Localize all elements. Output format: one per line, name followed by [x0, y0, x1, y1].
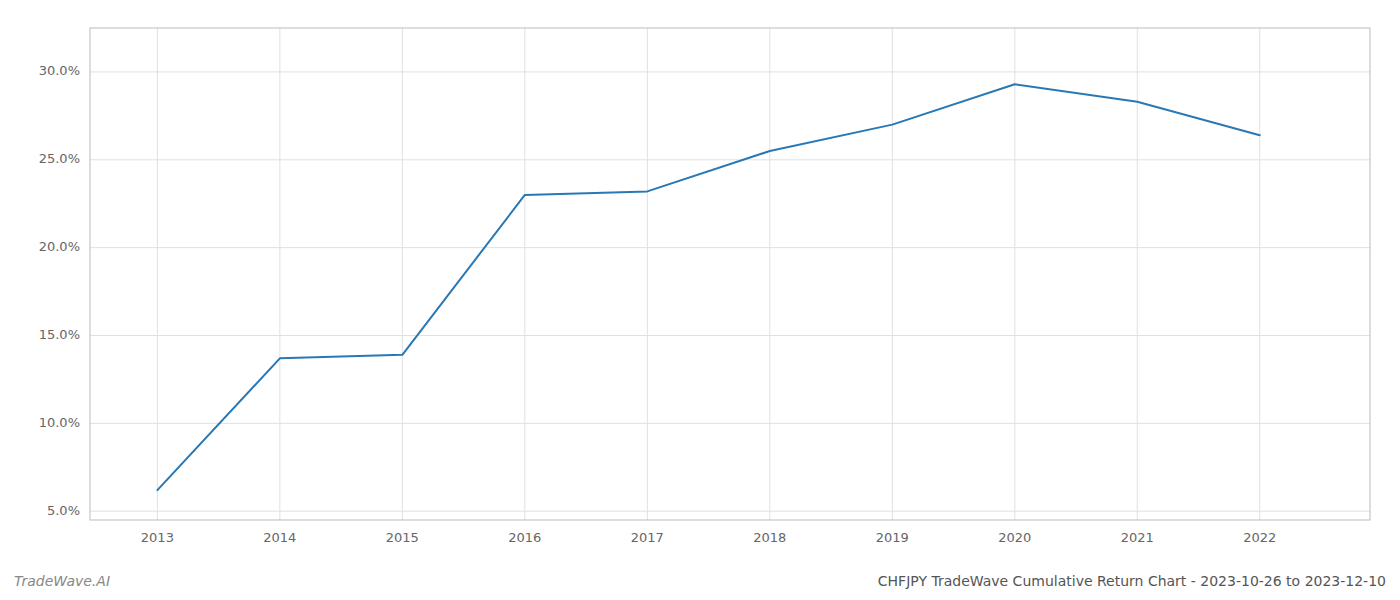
y-grid-line	[90, 247, 1370, 248]
x-grid-line	[892, 28, 893, 520]
y-grid-line	[90, 511, 1370, 512]
x-tick-label: 2020	[998, 530, 1031, 545]
x-tick-label: 2021	[1121, 530, 1154, 545]
x-grid-line	[402, 28, 403, 520]
x-tick-label: 2015	[386, 530, 419, 545]
y-grid-line	[90, 423, 1370, 424]
x-tick-label: 2014	[263, 530, 296, 545]
y-tick-label: 20.0%	[39, 239, 80, 254]
x-tick-label: 2016	[508, 530, 541, 545]
x-grid-line	[157, 28, 158, 520]
chart-svg: 5.0% 10.0% 15.0% 20.0% 25.0% 30.0% 2013 2014 201…	[0, 0, 1400, 600]
y-tick-label: 5.0%	[47, 503, 80, 518]
data-line	[157, 84, 1259, 490]
x-tick-label: 2022	[1243, 530, 1276, 545]
x-grid-line	[1014, 28, 1015, 520]
y-tick-label: 15.0%	[39, 327, 80, 342]
plot-frame	[90, 28, 1370, 520]
y-grid-line	[90, 71, 1370, 72]
x-tick-label: 2019	[876, 530, 909, 545]
watermark: TradeWave.AI	[14, 573, 110, 589]
x-tick-label: 2017	[631, 530, 664, 545]
x-grid-line	[769, 28, 770, 520]
y-tick-label: 30.0%	[39, 63, 80, 78]
grid	[90, 28, 1370, 520]
x-grid-line	[279, 28, 280, 520]
axes: 5.0% 10.0% 15.0% 20.0% 25.0% 30.0% 2013 2014 201…	[39, 28, 1370, 545]
x-grid-line	[1259, 28, 1260, 520]
y-tick-label: 10.0%	[39, 415, 80, 430]
x-tick-label: 2018	[753, 530, 786, 545]
chart-container: 5.0% 10.0% 15.0% 20.0% 25.0% 30.0% 2013 2014 201…	[0, 0, 1400, 600]
x-grid-line	[647, 28, 648, 520]
x-tick-label: 2013	[141, 530, 174, 545]
data-group	[157, 84, 1259, 490]
y-grid-line	[90, 159, 1370, 160]
chart-title: CHFJPY TradeWave Cumulative Return Chart…	[878, 573, 1386, 589]
x-grid-line	[524, 28, 525, 520]
y-tick-label: 25.0%	[39, 151, 80, 166]
y-grid-line	[90, 335, 1370, 336]
